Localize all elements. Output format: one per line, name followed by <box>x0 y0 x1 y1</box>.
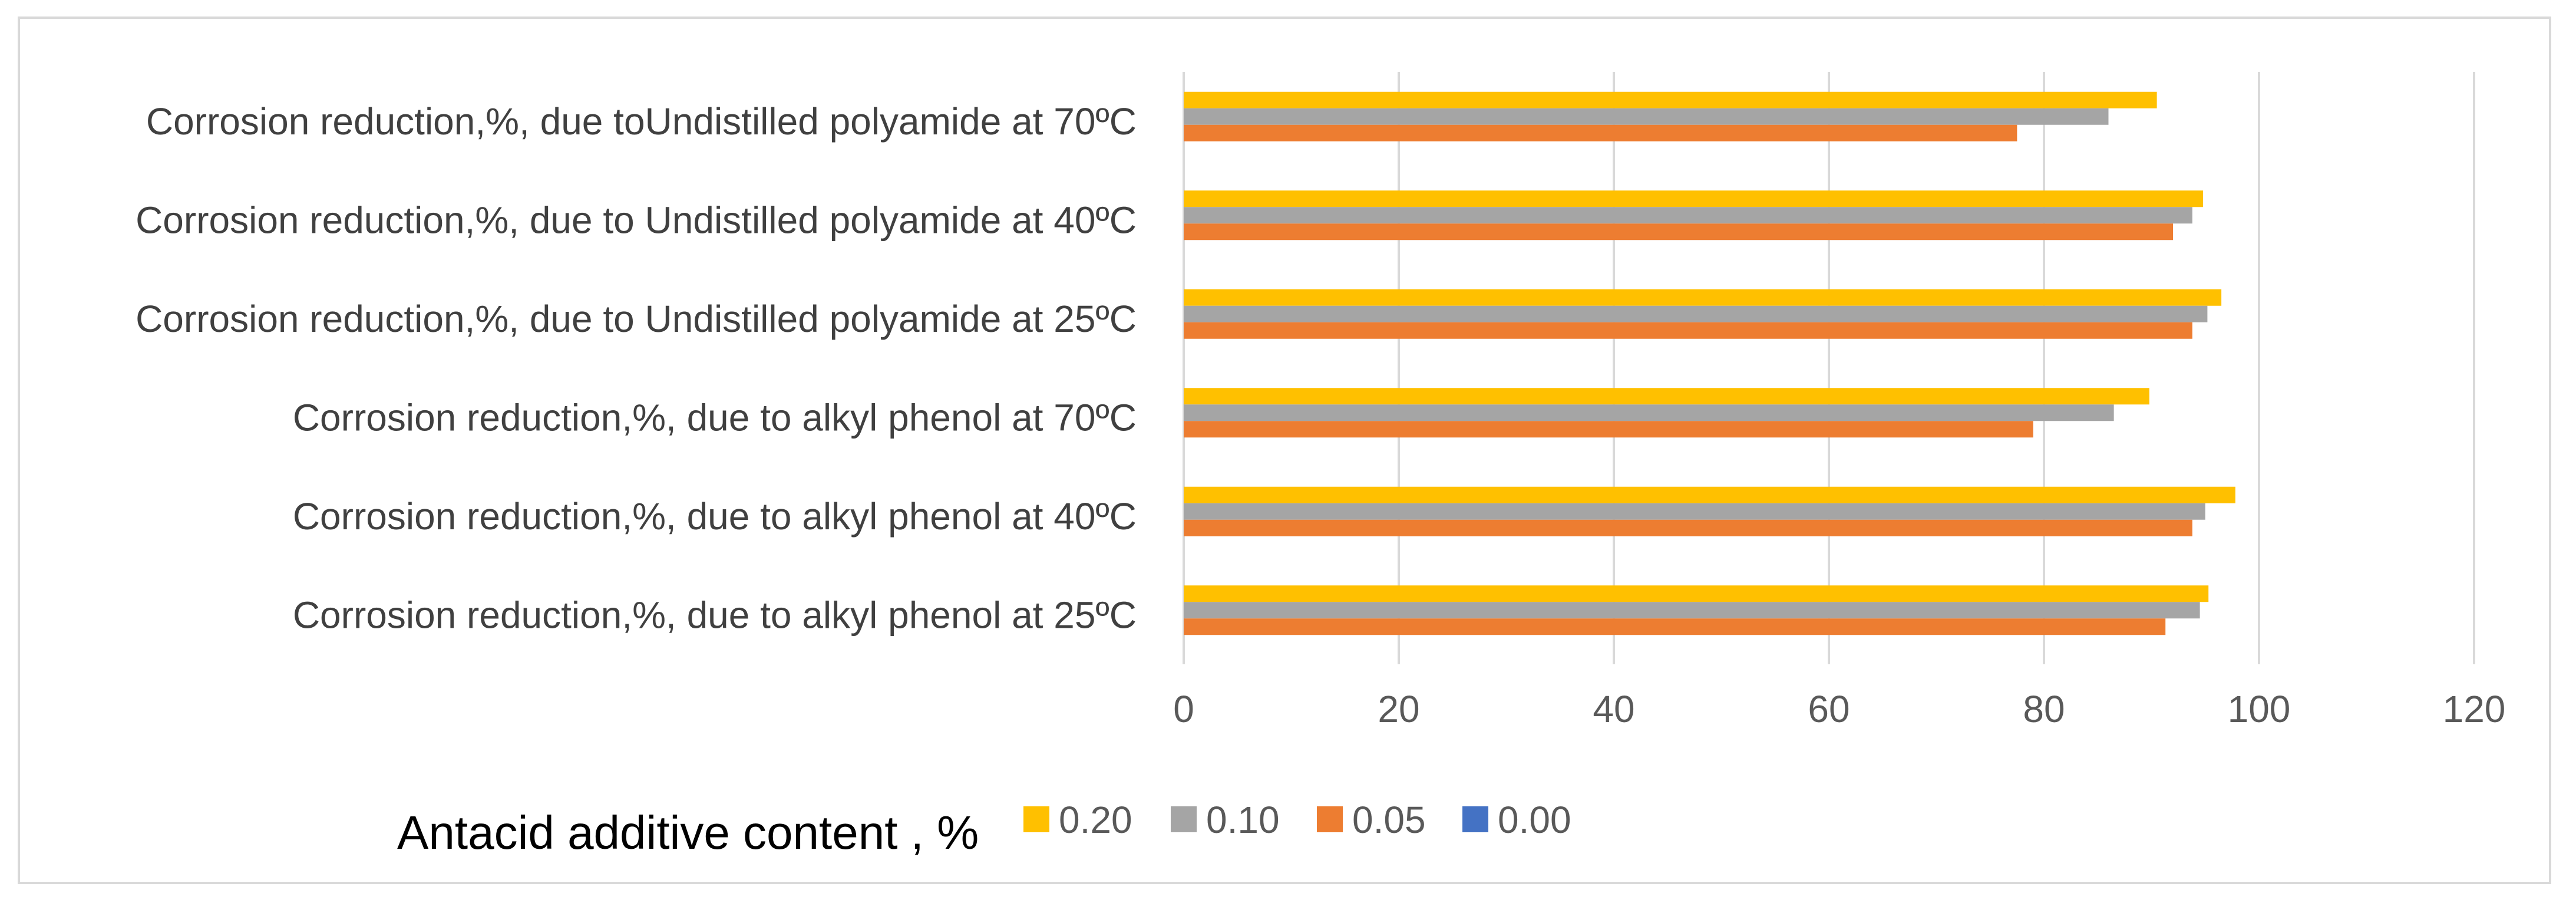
legend-swatch <box>1171 806 1197 832</box>
bar-0_05-cat-5 <box>1184 618 2166 635</box>
category-labels: Corrosion reduction,%, due toUndistilled… <box>136 100 1137 637</box>
bar-0_10-cat-1 <box>1184 207 2192 224</box>
gridlines <box>1183 72 2475 664</box>
bar-chart: Corrosion reduction,%, due toUndistilled… <box>136 72 2505 859</box>
legend: Antacid additive content , % 0.20 0.10 0.0… <box>397 799 1571 859</box>
legend-label: 0.10 <box>1206 799 1280 841</box>
x-tick-label: 0 <box>1173 688 1194 730</box>
category-label: Corrosion reduction,%, due to alkyl phen… <box>293 495 1137 538</box>
bar-0_10-cat-3 <box>1184 404 2114 421</box>
bar-0_10-cat-2 <box>1184 305 2208 322</box>
category-label: Corrosion reduction,%, due toUndistilled… <box>146 100 1137 143</box>
bar-0_05-cat-1 <box>1184 223 2173 240</box>
bar-0_20-cat-1 <box>1184 190 2204 207</box>
category-label: Corrosion reduction,%, due to alkyl phen… <box>293 396 1137 439</box>
bar-0_10-cat-5 <box>1184 602 2200 619</box>
bar-0_10-cat-0 <box>1184 108 2109 125</box>
category-label: Corrosion reduction,%, due to alkyl phen… <box>293 594 1137 636</box>
category-label: Corrosion reduction,%, due to Undistille… <box>136 298 1137 340</box>
legend-title: Antacid additive content , % <box>397 806 979 859</box>
bar-0_20-cat-2 <box>1184 289 2222 306</box>
bar-0_05-cat-2 <box>1184 322 2192 339</box>
bar-0_05-cat-3 <box>1184 421 2033 438</box>
legend-swatch <box>1023 806 1049 832</box>
x-tick-label: 40 <box>1593 688 1634 730</box>
legend-label: 0.20 <box>1059 799 1132 841</box>
legend-swatch <box>1317 806 1343 832</box>
bars <box>1184 91 2235 635</box>
legend-swatch <box>1462 806 1488 832</box>
bar-0_05-cat-4 <box>1184 519 2192 536</box>
bar-0_20-cat-0 <box>1184 91 2157 108</box>
legend-label: 0.00 <box>1498 799 1571 841</box>
x-tick-label: 20 <box>1378 688 1419 730</box>
category-label: Corrosion reduction,%, due to Undistille… <box>136 199 1137 241</box>
bar-0_20-cat-3 <box>1184 388 2149 405</box>
x-tick-label: 100 <box>2228 688 2291 730</box>
bar-0_20-cat-4 <box>1184 486 2235 503</box>
bar-0_05-cat-0 <box>1184 124 2017 141</box>
x-tick-label: 80 <box>2023 688 2065 730</box>
chart-frame: Corrosion reduction,%, due toUndistilled… <box>18 17 2551 884</box>
bar-0_10-cat-4 <box>1184 503 2205 520</box>
x-tick-labels: 0 20 40 60 80 100 120 <box>1173 688 2505 730</box>
x-tick-label: 120 <box>2443 688 2506 730</box>
bar-0_20-cat-5 <box>1184 585 2209 602</box>
legend-label: 0.05 <box>1352 799 1426 841</box>
x-tick-label: 60 <box>1808 688 1850 730</box>
